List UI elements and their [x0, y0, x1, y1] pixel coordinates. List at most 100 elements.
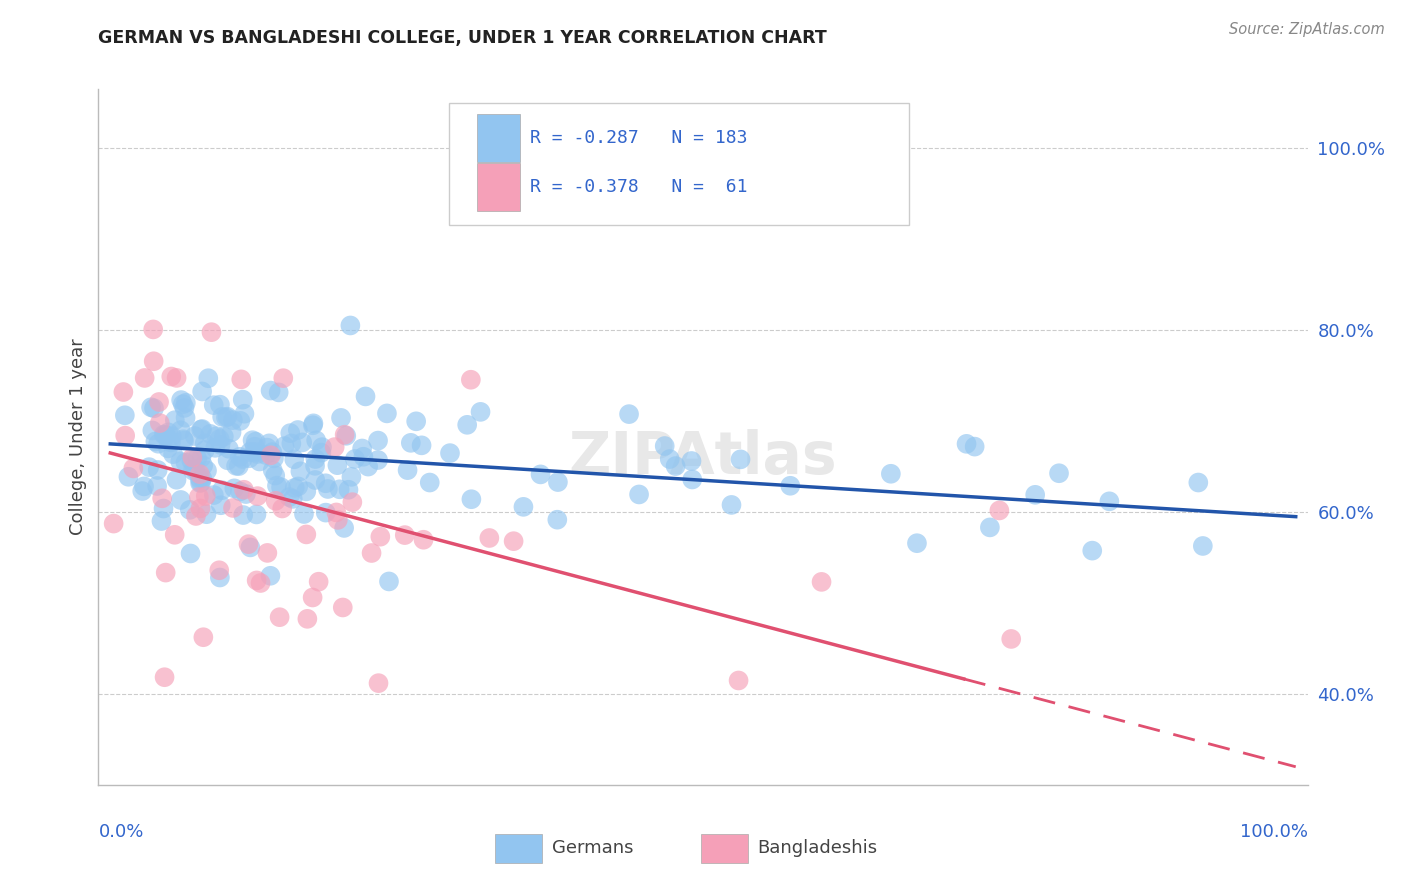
- Point: [547, 475, 569, 489]
- Point: [665, 459, 688, 474]
- Point: [681, 454, 703, 468]
- Point: [305, 434, 328, 448]
- Point: [174, 456, 197, 470]
- Point: [779, 479, 801, 493]
- Point: [304, 452, 326, 467]
- Point: [367, 434, 389, 448]
- Point: [352, 442, 374, 456]
- Point: [208, 563, 231, 577]
- Point: [194, 443, 217, 458]
- Point: [243, 440, 266, 454]
- Point: [284, 481, 307, 495]
- Point: [142, 354, 165, 368]
- Point: [209, 438, 232, 452]
- Point: [1191, 539, 1213, 553]
- Point: [188, 475, 211, 490]
- Point: [180, 453, 202, 467]
- Point: [134, 371, 156, 385]
- Point: [170, 393, 193, 408]
- Point: [122, 461, 145, 475]
- Point: [174, 396, 197, 410]
- Point: [340, 470, 363, 484]
- Point: [326, 458, 349, 472]
- Point: [280, 436, 302, 450]
- Text: Bangladeshis: Bangladeshis: [758, 838, 877, 856]
- Point: [1000, 632, 1022, 646]
- Point: [352, 450, 374, 464]
- Point: [478, 531, 501, 545]
- Point: [254, 448, 277, 462]
- Point: [150, 514, 173, 528]
- Point: [150, 491, 173, 506]
- Point: [325, 505, 347, 519]
- Point: [283, 452, 305, 467]
- Point: [411, 438, 433, 452]
- Point: [1024, 488, 1046, 502]
- Point: [249, 576, 271, 591]
- Text: ZIPAtlas: ZIPAtlas: [568, 429, 838, 486]
- Point: [184, 429, 207, 443]
- Point: [304, 458, 326, 473]
- Point: [157, 442, 180, 456]
- Point: [287, 423, 309, 437]
- Point: [191, 384, 214, 399]
- Point: [204, 441, 226, 455]
- Point: [399, 435, 422, 450]
- Point: [955, 437, 977, 451]
- Point: [512, 500, 534, 514]
- Point: [311, 440, 333, 454]
- Point: [163, 528, 186, 542]
- Point: [273, 439, 295, 453]
- FancyBboxPatch shape: [495, 834, 543, 863]
- Point: [232, 392, 254, 407]
- Point: [439, 446, 461, 460]
- Point: [143, 401, 166, 416]
- Point: [169, 423, 191, 437]
- Point: [190, 501, 212, 516]
- Point: [211, 483, 233, 498]
- Point: [217, 453, 239, 467]
- Point: [152, 501, 174, 516]
- Point: [190, 423, 212, 437]
- Point: [617, 407, 640, 421]
- Point: [191, 422, 214, 436]
- Point: [239, 541, 262, 555]
- Point: [184, 462, 207, 476]
- Point: [730, 452, 752, 467]
- Point: [470, 405, 492, 419]
- Point: [333, 521, 356, 535]
- Point: [337, 483, 360, 497]
- Point: [810, 574, 832, 589]
- Point: [242, 434, 264, 448]
- Y-axis label: College, Under 1 year: College, Under 1 year: [69, 339, 87, 535]
- Point: [141, 424, 163, 438]
- Point: [142, 322, 165, 336]
- Point: [181, 464, 204, 478]
- Point: [114, 409, 136, 423]
- Point: [238, 451, 260, 466]
- Point: [270, 480, 292, 494]
- Point: [190, 475, 212, 490]
- Point: [181, 450, 204, 465]
- Point: [157, 425, 180, 440]
- Point: [184, 508, 207, 523]
- Point: [172, 397, 194, 411]
- Point: [200, 325, 222, 339]
- Point: [149, 416, 172, 430]
- Point: [281, 491, 304, 506]
- Point: [290, 464, 312, 478]
- Point: [311, 445, 333, 459]
- Point: [246, 489, 269, 503]
- Point: [963, 440, 986, 454]
- Point: [103, 516, 125, 531]
- Point: [194, 489, 217, 503]
- Point: [225, 458, 247, 473]
- Point: [193, 630, 215, 644]
- Point: [267, 385, 290, 400]
- Point: [208, 570, 231, 584]
- Point: [291, 435, 314, 450]
- Point: [179, 503, 201, 517]
- Point: [222, 500, 245, 515]
- Point: [256, 546, 278, 560]
- Point: [229, 414, 252, 428]
